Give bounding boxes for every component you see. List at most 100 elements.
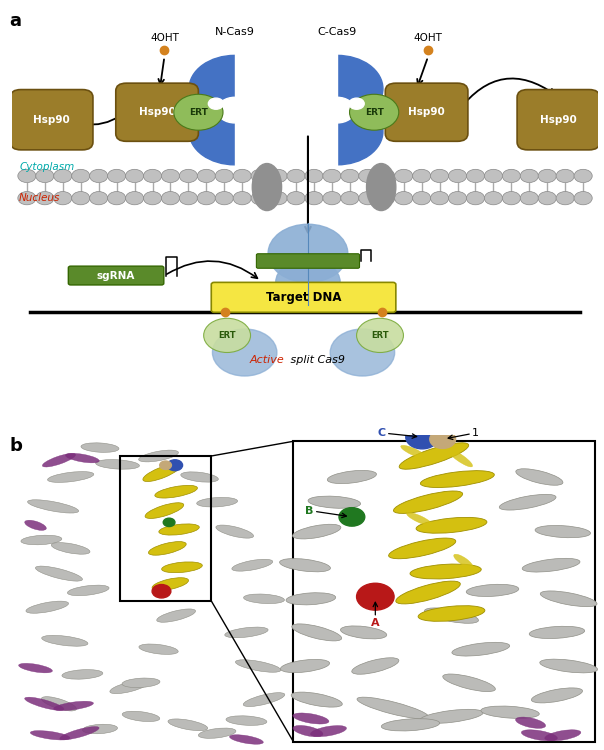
Ellipse shape bbox=[51, 542, 90, 554]
FancyBboxPatch shape bbox=[68, 266, 164, 285]
Ellipse shape bbox=[352, 658, 399, 674]
Circle shape bbox=[143, 191, 162, 205]
Circle shape bbox=[520, 191, 538, 205]
Text: A: A bbox=[371, 602, 380, 628]
Bar bbox=[294, 441, 595, 742]
Circle shape bbox=[538, 191, 556, 205]
Ellipse shape bbox=[48, 472, 94, 482]
Circle shape bbox=[18, 170, 36, 182]
Circle shape bbox=[126, 191, 144, 205]
Ellipse shape bbox=[122, 678, 160, 688]
Ellipse shape bbox=[293, 725, 323, 736]
Ellipse shape bbox=[216, 525, 254, 538]
Ellipse shape bbox=[68, 585, 109, 596]
Text: C-Cas9: C-Cas9 bbox=[318, 28, 357, 38]
Ellipse shape bbox=[30, 730, 70, 740]
Circle shape bbox=[179, 170, 198, 182]
Circle shape bbox=[215, 191, 233, 205]
Ellipse shape bbox=[156, 609, 196, 622]
Ellipse shape bbox=[149, 542, 186, 555]
Ellipse shape bbox=[236, 660, 281, 672]
Ellipse shape bbox=[454, 554, 473, 568]
Circle shape bbox=[448, 170, 467, 182]
Ellipse shape bbox=[443, 674, 495, 692]
Circle shape bbox=[161, 191, 179, 205]
Circle shape bbox=[251, 191, 269, 205]
Text: Hsp90: Hsp90 bbox=[33, 115, 70, 125]
Ellipse shape bbox=[292, 624, 342, 641]
Circle shape bbox=[406, 425, 439, 448]
FancyBboxPatch shape bbox=[10, 89, 93, 150]
Ellipse shape bbox=[155, 485, 198, 498]
Ellipse shape bbox=[225, 627, 268, 638]
Ellipse shape bbox=[481, 706, 539, 718]
Circle shape bbox=[520, 170, 538, 182]
Circle shape bbox=[269, 170, 287, 182]
Circle shape bbox=[305, 191, 323, 205]
Circle shape bbox=[320, 98, 355, 123]
Ellipse shape bbox=[291, 692, 342, 707]
Ellipse shape bbox=[452, 642, 510, 656]
Ellipse shape bbox=[230, 735, 263, 744]
Text: b: b bbox=[9, 437, 22, 455]
Text: 1: 1 bbox=[448, 428, 479, 439]
Circle shape bbox=[430, 430, 455, 448]
Text: ERT: ERT bbox=[371, 331, 389, 340]
Bar bbox=[235, 53, 305, 168]
Circle shape bbox=[323, 170, 341, 182]
Ellipse shape bbox=[232, 560, 273, 572]
Ellipse shape bbox=[532, 688, 582, 703]
Text: Hsp90: Hsp90 bbox=[540, 115, 577, 125]
Circle shape bbox=[217, 98, 252, 123]
Circle shape bbox=[292, 98, 383, 165]
Ellipse shape bbox=[42, 635, 88, 646]
Text: ERT: ERT bbox=[218, 331, 236, 340]
Ellipse shape bbox=[26, 602, 68, 613]
Text: Hsp90: Hsp90 bbox=[139, 107, 175, 117]
Ellipse shape bbox=[393, 491, 463, 514]
Ellipse shape bbox=[36, 566, 83, 581]
Circle shape bbox=[292, 56, 383, 122]
Circle shape bbox=[377, 170, 395, 182]
Ellipse shape bbox=[65, 453, 99, 463]
Circle shape bbox=[394, 170, 413, 182]
Ellipse shape bbox=[152, 578, 188, 590]
FancyBboxPatch shape bbox=[385, 83, 468, 141]
Circle shape bbox=[36, 191, 54, 205]
FancyBboxPatch shape bbox=[256, 254, 359, 268]
Ellipse shape bbox=[62, 670, 103, 680]
Text: 4OHT: 4OHT bbox=[414, 32, 443, 43]
Ellipse shape bbox=[243, 693, 284, 706]
Circle shape bbox=[359, 191, 377, 205]
Circle shape bbox=[189, 98, 280, 165]
Circle shape bbox=[323, 191, 341, 205]
Ellipse shape bbox=[357, 698, 429, 718]
Circle shape bbox=[356, 318, 403, 352]
Circle shape bbox=[189, 56, 280, 122]
Ellipse shape bbox=[110, 680, 149, 694]
Circle shape bbox=[251, 170, 269, 182]
Ellipse shape bbox=[416, 518, 487, 533]
Circle shape bbox=[89, 191, 108, 205]
Circle shape bbox=[89, 170, 108, 182]
Circle shape bbox=[215, 170, 233, 182]
Ellipse shape bbox=[292, 524, 341, 539]
Ellipse shape bbox=[327, 470, 376, 484]
Circle shape bbox=[341, 170, 359, 182]
Circle shape bbox=[466, 170, 484, 182]
Ellipse shape bbox=[425, 608, 478, 623]
Ellipse shape bbox=[420, 471, 494, 488]
Ellipse shape bbox=[448, 449, 472, 467]
Ellipse shape bbox=[25, 698, 64, 710]
Circle shape bbox=[268, 224, 348, 283]
Circle shape bbox=[18, 191, 36, 205]
Circle shape bbox=[431, 170, 449, 182]
Ellipse shape bbox=[399, 442, 469, 470]
Ellipse shape bbox=[522, 558, 580, 572]
Circle shape bbox=[341, 191, 359, 205]
Ellipse shape bbox=[60, 727, 99, 740]
Ellipse shape bbox=[410, 564, 481, 579]
Bar bbox=[18, 175, 592, 199]
Ellipse shape bbox=[198, 728, 236, 738]
Ellipse shape bbox=[82, 724, 118, 734]
